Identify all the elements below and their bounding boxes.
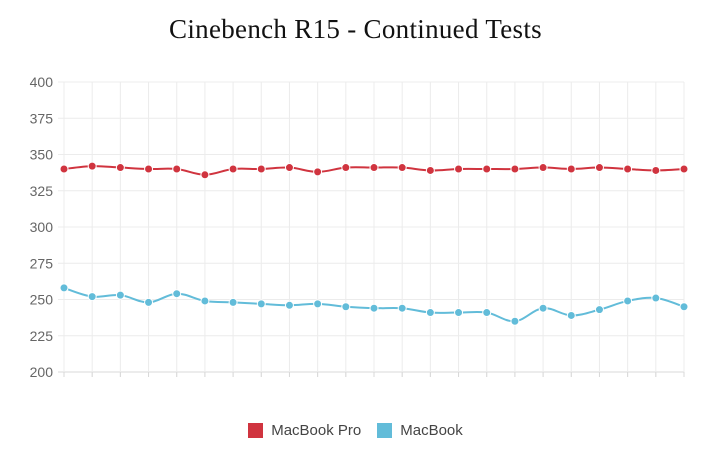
data-point-macbook-pro: [538, 163, 548, 173]
data-point-macbook-pro: [200, 170, 210, 180]
y-tick-label: 200: [30, 364, 54, 380]
data-point-macbook: [369, 303, 379, 313]
data-point-macbook-pro: [313, 167, 323, 177]
data-point-macbook-pro: [228, 164, 238, 174]
y-tick-label: 400: [30, 74, 54, 90]
data-point-macbook: [425, 308, 435, 318]
y-tick-label: 325: [30, 183, 54, 199]
data-point-macbook: [510, 316, 520, 326]
data-point-macbook-pro: [594, 163, 604, 173]
legend-swatch: [248, 423, 264, 438]
legend-swatch: [377, 423, 393, 438]
data-point-macbook-pro: [510, 164, 520, 174]
data-point-macbook-pro: [679, 164, 689, 174]
data-point-macbook-pro: [369, 163, 379, 173]
data-point-macbook-pro: [87, 161, 97, 171]
data-point-macbook: [651, 293, 661, 303]
data-point-macbook: [200, 296, 210, 306]
data-point-macbook-pro: [566, 164, 576, 174]
data-point-macbook: [59, 283, 69, 293]
data-point-macbook: [454, 308, 464, 318]
data-point-macbook-pro: [172, 164, 182, 174]
data-point-macbook: [313, 299, 323, 309]
y-axis: 200 225 250 275 300 325 350 375 400: [30, 74, 54, 380]
data-point-macbook-pro: [397, 163, 407, 173]
data-point-macbook: [679, 302, 689, 312]
series-macbook: [59, 283, 689, 326]
data-point-macbook-pro: [284, 163, 294, 173]
data-point-macbook: [115, 290, 125, 300]
data-point-macbook: [87, 292, 97, 302]
y-tick-label: 375: [30, 110, 54, 126]
data-point-macbook-pro: [623, 164, 633, 174]
data-point-macbook-pro: [256, 164, 266, 174]
data-point-macbook-pro: [59, 164, 69, 174]
data-point-macbook: [284, 300, 294, 310]
legend-item-macbook-pro[interactable]: MacBook Pro: [248, 422, 361, 439]
data-point-macbook: [341, 302, 351, 312]
series-macbook-pro: [59, 161, 689, 180]
series-layer: [59, 161, 689, 326]
data-point-macbook-pro: [425, 165, 435, 175]
data-point-macbook: [256, 299, 266, 309]
data-point-macbook-pro: [144, 164, 154, 174]
legend: MacBook Pro MacBook: [0, 422, 711, 439]
data-point-macbook: [623, 296, 633, 306]
y-tick-label: 350: [30, 147, 54, 163]
data-point-macbook-pro: [115, 163, 125, 173]
grid: [58, 81, 685, 377]
data-point-macbook: [228, 297, 238, 307]
y-tick-label: 275: [30, 255, 54, 271]
data-point-macbook: [172, 289, 182, 299]
y-tick-label: 225: [30, 328, 54, 344]
legend-label: MacBook Pro: [271, 422, 362, 439]
data-point-macbook: [482, 308, 492, 318]
y-tick-label: 250: [30, 292, 54, 308]
data-point-macbook: [594, 305, 604, 315]
data-point-macbook-pro: [482, 164, 492, 174]
data-point-macbook-pro: [651, 165, 661, 175]
chart-title: Cinebench R15 - Continued Tests: [169, 14, 542, 44]
data-point-macbook-pro: [341, 163, 351, 173]
data-point-macbook-pro: [454, 164, 464, 174]
data-point-macbook: [538, 303, 548, 313]
data-point-macbook: [397, 303, 407, 313]
y-tick-label: 300: [30, 219, 54, 235]
data-point-macbook: [144, 297, 154, 307]
legend-label: MacBook: [400, 422, 463, 439]
data-point-macbook: [566, 310, 576, 320]
legend-item-macbook[interactable]: MacBook: [377, 422, 463, 439]
